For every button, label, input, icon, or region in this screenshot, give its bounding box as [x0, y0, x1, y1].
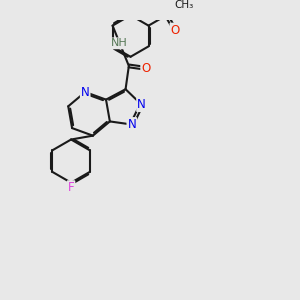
Text: F: F [68, 181, 74, 194]
Text: O: O [141, 62, 151, 75]
Text: NH: NH [111, 38, 128, 48]
Text: N: N [128, 118, 136, 131]
Text: CH₃: CH₃ [174, 0, 194, 10]
Text: N: N [81, 85, 90, 98]
Text: N: N [137, 98, 146, 111]
Text: O: O [170, 24, 180, 37]
